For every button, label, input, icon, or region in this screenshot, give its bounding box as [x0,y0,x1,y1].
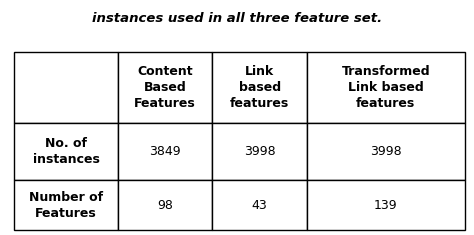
Text: No. of
instances: No. of instances [33,137,100,166]
Bar [212,123,307,180]
Text: 98: 98 [157,199,173,212]
Text: 3998: 3998 [370,145,401,158]
Text: 43: 43 [252,199,267,212]
Text: Link
based
features: Link based features [230,65,289,110]
Bar [118,180,212,230]
Bar [307,52,465,123]
Bar [212,180,307,230]
Bar [14,180,118,230]
Text: instances used in all three feature set.: instances used in all three feature set. [92,12,382,25]
Bar [118,52,212,123]
Text: 3998: 3998 [244,145,275,158]
Bar [14,52,118,123]
Bar [212,52,307,123]
Text: Number of
Features: Number of Features [29,191,103,220]
Text: 3849: 3849 [149,145,181,158]
Bar [118,123,212,180]
Text: Content
Based
Features: Content Based Features [134,65,196,110]
Bar [307,123,465,180]
Text: 139: 139 [374,199,398,212]
Bar [307,180,465,230]
Text: Transformed
Link based
features: Transformed Link based features [341,65,430,110]
Bar [14,123,118,180]
